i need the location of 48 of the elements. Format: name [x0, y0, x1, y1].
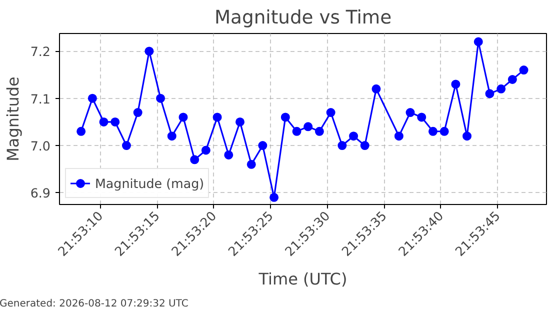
y-tick-label: 6.9: [30, 186, 51, 201]
point: [451, 80, 460, 89]
point: [372, 84, 381, 94]
point: [258, 141, 268, 150]
point: [99, 117, 108, 126]
point: [519, 66, 528, 75]
point: [360, 141, 370, 150]
point: [122, 141, 131, 150]
point: [156, 94, 166, 103]
point: [338, 141, 347, 150]
legend-label: Magnitude (mag): [95, 176, 204, 190]
point: [428, 126, 438, 136]
text: Generated: 2026-08-12 07:29:32 UTC: [0, 298, 188, 310]
point: [246, 160, 256, 169]
point: [167, 132, 176, 141]
y-tick-label: 7.2: [30, 44, 51, 60]
point: [496, 84, 506, 94]
y-tick-label: 7.0: [30, 138, 51, 154]
y-axis-title: Magnitude: [3, 76, 22, 162]
point: [190, 155, 200, 164]
point: [304, 122, 313, 132]
point: [133, 108, 142, 118]
point: [394, 132, 404, 141]
point: [270, 192, 279, 202]
point: [462, 132, 472, 141]
point: [314, 126, 324, 136]
point: [349, 132, 358, 141]
point: [201, 146, 210, 155]
point: [406, 108, 415, 118]
point: [224, 150, 234, 160]
point: [474, 37, 483, 46]
point: [292, 126, 302, 136]
point: [508, 75, 517, 84]
point: [417, 112, 426, 122]
x-axis-title: Time (UTC): [258, 269, 348, 288]
point: [280, 112, 290, 122]
y-tick-label: 7.1: [30, 91, 51, 106]
point: [76, 126, 86, 136]
point: [212, 112, 222, 122]
point: [110, 117, 120, 126]
point: [326, 108, 336, 118]
chart-title: Magnitude vs Time: [214, 8, 392, 28]
point: [236, 117, 245, 126]
point: [440, 126, 449, 136]
point: [178, 112, 188, 122]
point: [144, 46, 154, 56]
point: [88, 94, 97, 103]
point: [485, 89, 494, 98]
